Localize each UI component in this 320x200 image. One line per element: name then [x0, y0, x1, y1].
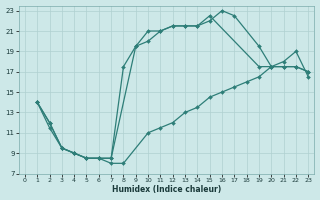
X-axis label: Humidex (Indice chaleur): Humidex (Indice chaleur) [112, 185, 221, 194]
